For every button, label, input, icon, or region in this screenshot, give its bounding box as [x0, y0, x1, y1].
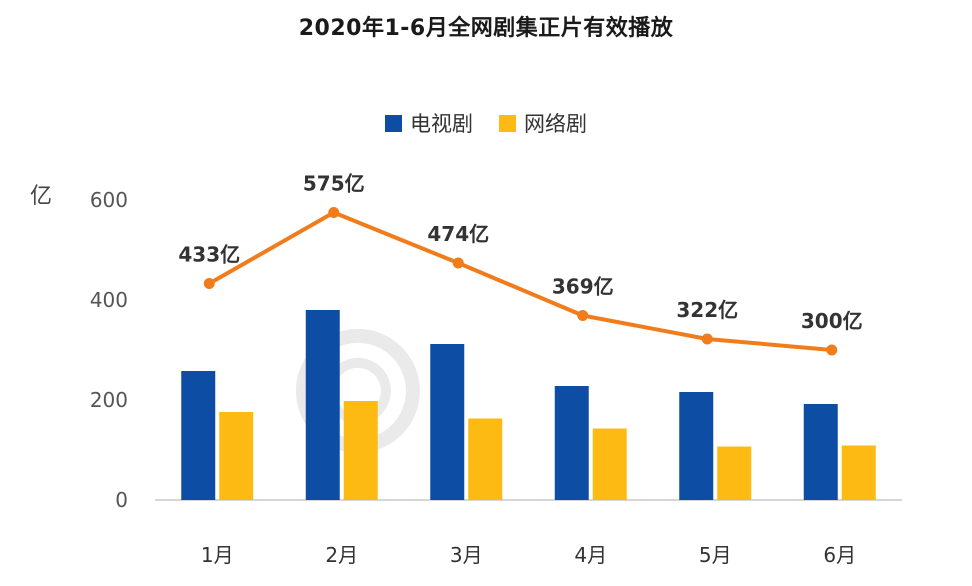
x-tick-label: 6月 — [823, 543, 856, 567]
x-tick-label: 5月 — [699, 543, 732, 567]
data-label: 300亿 — [801, 309, 863, 333]
y-tick-label: 400 — [90, 288, 128, 312]
y-tick-label: 600 — [90, 188, 128, 212]
legend: 电视剧 网络剧 — [0, 108, 972, 138]
bar-tv — [181, 371, 216, 500]
y-tick-label: 0 — [115, 488, 128, 512]
legend-label-tv: 电视剧 — [410, 112, 473, 136]
bar-tv — [430, 344, 465, 500]
legend-swatch-tv — [385, 114, 402, 132]
bar-web — [219, 412, 254, 500]
line-point — [701, 333, 713, 345]
bar-tv — [803, 404, 838, 500]
line-point — [452, 257, 464, 269]
bar-tv — [679, 392, 714, 500]
data-label: 322亿 — [676, 298, 738, 322]
bar-tv — [554, 386, 589, 500]
data-label: 433亿 — [178, 243, 240, 267]
line-point — [826, 344, 838, 356]
bar-web — [343, 401, 378, 500]
x-tick-label: 4月 — [574, 543, 607, 567]
data-label: 369亿 — [552, 275, 614, 299]
legend-label-web: 网络剧 — [524, 112, 587, 136]
x-tick-label: 3月 — [450, 543, 483, 567]
legend-item-tv: 电视剧 — [385, 108, 473, 138]
legend-item-web: 网络剧 — [499, 108, 587, 138]
x-tick-label: 2月 — [325, 543, 358, 567]
data-label: 474亿 — [427, 222, 489, 246]
bar-tv — [305, 310, 340, 500]
x-tick-label: 1月 — [201, 543, 234, 567]
bar-web — [592, 428, 627, 500]
line-point — [328, 207, 340, 218]
line-point — [577, 310, 589, 321]
line-point — [203, 278, 215, 289]
chart-title: 2020年1-6月全网剧集正片有效播放 — [298, 16, 674, 41]
bar-web — [468, 418, 503, 500]
data-label: 575亿 — [303, 172, 365, 196]
y-tick-label: 200 — [90, 388, 128, 412]
y-axis-unit: 亿 — [30, 184, 53, 209]
bar-web — [717, 446, 752, 500]
line-total — [208, 210, 832, 352]
bar-web — [841, 445, 876, 500]
legend-swatch-web — [499, 114, 516, 132]
